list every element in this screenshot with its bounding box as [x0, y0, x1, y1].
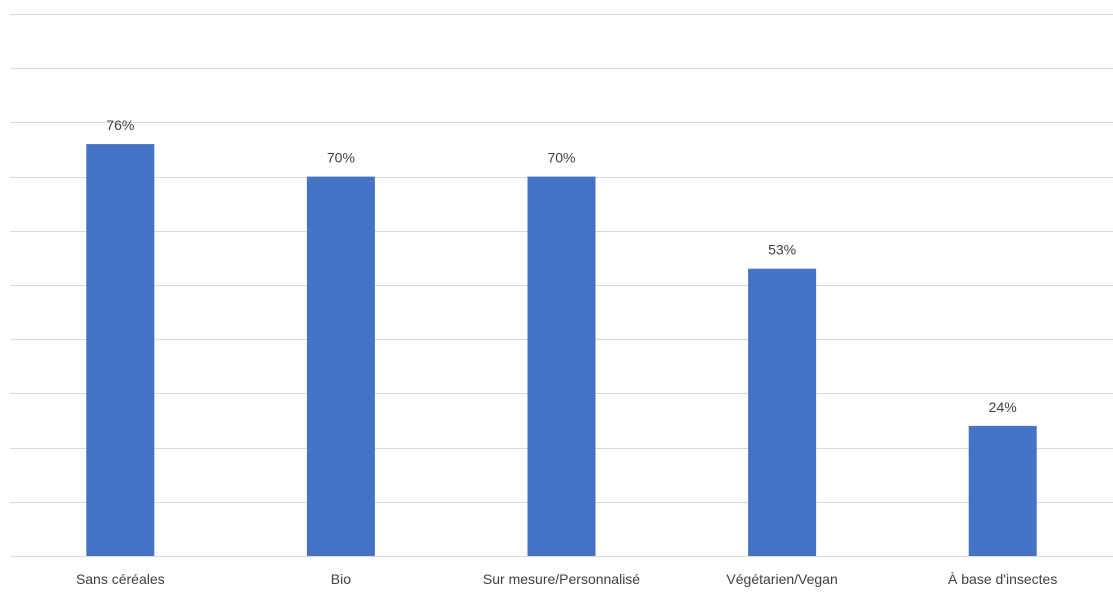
- bar: [306, 176, 375, 556]
- bar: [968, 425, 1037, 556]
- category-label: Sur mesure/Personnalisé: [483, 571, 640, 587]
- bar: [527, 176, 596, 556]
- data-label: 76%: [106, 117, 134, 133]
- category-label: Végétarien/Vegan: [726, 571, 837, 587]
- data-label: 24%: [989, 399, 1017, 415]
- data-label: 70%: [547, 150, 575, 166]
- bar: [748, 268, 817, 556]
- category-label: Sans céréales: [76, 571, 165, 587]
- category-label: Bio: [331, 571, 351, 587]
- data-labels: 76% 70% 70% 53% 24%: [106, 117, 1016, 415]
- data-label: 53%: [768, 242, 796, 258]
- bars: [86, 144, 1037, 556]
- category-label: À base d'insectes: [948, 571, 1057, 587]
- category-axis-labels: Sans céréales Bio Sur mesure/Personnalisé V…: [76, 571, 1057, 587]
- bar: [86, 144, 155, 556]
- data-label: 70%: [327, 150, 355, 166]
